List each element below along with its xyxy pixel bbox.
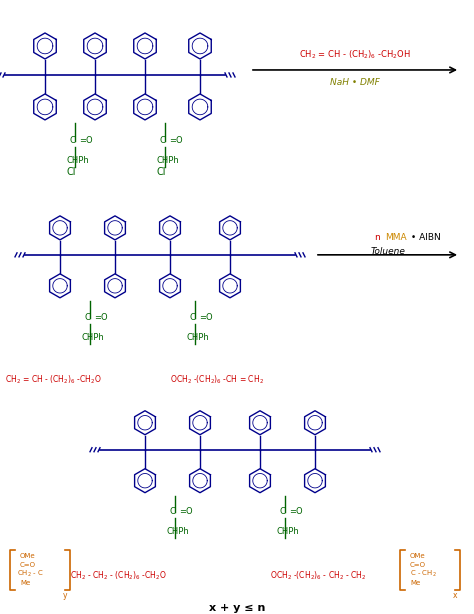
Text: C: C (69, 136, 75, 145)
Text: x + y ≤ n: x + y ≤ n (209, 602, 265, 613)
Text: OCH$_2$ -(CH$_2$)$_6$ -CH = CH$_2$: OCH$_2$ -(CH$_2$)$_6$ -CH = CH$_2$ (170, 373, 264, 386)
Text: Toluene: Toluene (371, 247, 405, 256)
Text: C=O: C=O (410, 562, 426, 568)
Text: CH$_2$ - CH$_2$ - (CH$_2$)$_6$ -CH$_2$O: CH$_2$ - CH$_2$ - (CH$_2$)$_6$ -CH$_2$O (70, 569, 167, 582)
Text: Me: Me (410, 580, 420, 586)
Text: (green groups shown in structure above): (green groups shown in structure above) (195, 574, 224, 576)
Text: C: C (279, 507, 285, 516)
Text: OMe: OMe (410, 553, 426, 559)
Text: C=O: C=O (20, 562, 36, 568)
Text: CHPh: CHPh (167, 527, 190, 535)
Text: CHPh: CHPh (82, 333, 105, 342)
Text: y: y (63, 591, 67, 600)
Text: OCH$_2$ -(CH$_2$)$_6$ - CH$_2$ - CH$_2$: OCH$_2$ -(CH$_2$)$_6$ - CH$_2$ - CH$_2$ (270, 569, 366, 582)
Text: =O: =O (199, 313, 213, 322)
Text: Cl: Cl (156, 167, 166, 177)
Text: =O: =O (79, 136, 92, 145)
Text: Cl: Cl (66, 167, 76, 177)
Text: CHPh: CHPh (277, 527, 300, 535)
Text: =O: =O (169, 136, 182, 145)
Text: C: C (189, 313, 195, 322)
Text: OMe: OMe (20, 553, 36, 559)
Text: =O: =O (179, 507, 192, 516)
Text: CHPh: CHPh (157, 156, 180, 165)
Text: Me: Me (20, 580, 30, 586)
Text: CH$_2$ = CH - (CH$_2$)$_6$ -CH$_2$O: CH$_2$ = CH - (CH$_2$)$_6$ -CH$_2$O (5, 373, 101, 386)
Text: C: C (169, 507, 175, 516)
Text: n: n (375, 233, 383, 243)
Text: • AIBN: • AIBN (408, 233, 441, 243)
Text: CH$_2$ - C: CH$_2$ - C (17, 569, 44, 579)
Text: =O: =O (94, 313, 108, 322)
Text: NaH • DMF: NaH • DMF (330, 79, 380, 87)
Text: C - CH$_2$: C - CH$_2$ (410, 569, 437, 579)
Text: MMA: MMA (385, 233, 407, 243)
Text: CHPh: CHPh (187, 333, 210, 342)
Text: CH$_2$ = CH - (CH$_2$)$_6$ -CH$_2$OH: CH$_2$ = CH - (CH$_2$)$_6$ -CH$_2$OH (299, 49, 411, 61)
Text: CHPh: CHPh (67, 156, 90, 165)
Text: x: x (453, 591, 457, 600)
Text: =O: =O (289, 507, 302, 516)
Text: C: C (159, 136, 165, 145)
Text: C: C (84, 313, 90, 322)
